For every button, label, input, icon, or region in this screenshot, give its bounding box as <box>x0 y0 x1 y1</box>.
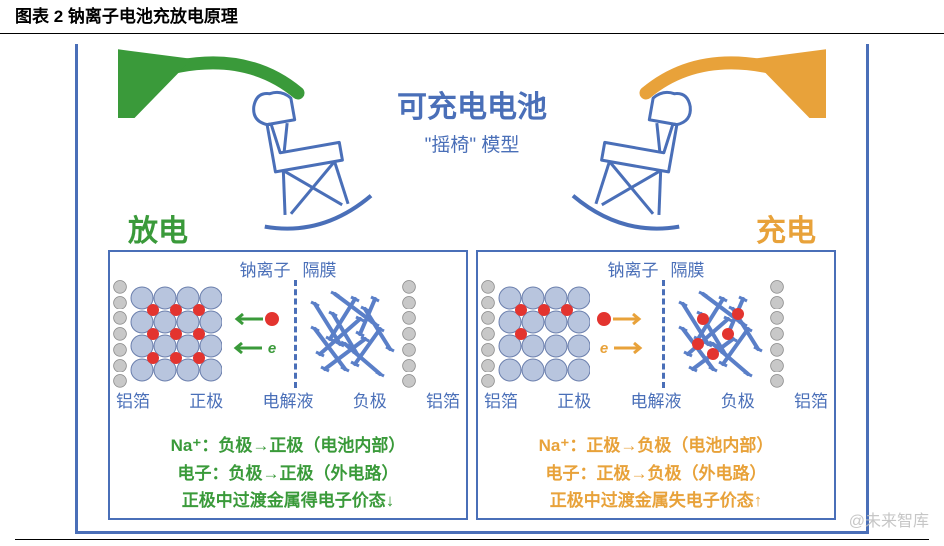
label-al1: 铝箔 <box>484 387 518 412</box>
separator-label: 隔膜 <box>303 256 337 281</box>
label-electrolyte: 电解液 <box>263 387 314 412</box>
anode-rods <box>305 280 397 388</box>
charge-label: 充电 <box>756 206 816 250</box>
rocking-chair-left-icon <box>233 70 383 240</box>
al-foil-left <box>114 280 126 388</box>
electron-flow-arrow: e <box>596 340 648 357</box>
label-al2: 铝箔 <box>426 387 460 412</box>
label-cathode: 正极 <box>189 387 223 412</box>
rocking-chair-right-icon <box>561 70 711 240</box>
ion-flow-arrow <box>229 312 279 326</box>
watermark: @未来智库 <box>849 507 929 531</box>
label-al1: 铝箔 <box>116 387 150 412</box>
na-ion-icon <box>597 312 611 326</box>
anode-rods <box>673 280 765 388</box>
figure-container: 可充电电池 "摇椅" 模型 放电 充电 钠离子 隔膜 e <box>75 44 869 534</box>
discharge-label: 放电 <box>128 206 188 250</box>
al-foil-left <box>482 280 494 388</box>
ion-label: 钠离子 <box>240 256 291 281</box>
al-foil-right <box>771 280 783 388</box>
separator-icon <box>662 280 665 388</box>
separator-label: 隔膜 <box>671 256 705 281</box>
ion-flow-arrow <box>597 312 647 326</box>
footer-rule <box>15 539 929 540</box>
label-electrolyte: 电解液 <box>631 387 682 412</box>
label-al2: 铝箔 <box>794 387 828 412</box>
ion-label: 钠离子 <box>608 256 659 281</box>
label-anode: 负极 <box>353 387 387 412</box>
cathode-grid <box>130 280 222 388</box>
title-line2: "摇椅" 模型 <box>397 130 547 157</box>
charge-description: Na⁺：正极→负极（电池内部） 电子：正极→负极（外电路） 正极中过渡金属失电子… <box>478 432 834 514</box>
charge-box: 钠离子 隔膜 e <box>476 250 836 520</box>
electron-label: e <box>268 340 276 357</box>
na-ion-icon <box>265 312 279 326</box>
discharge-description: Na⁺：负极→正极（电池内部） 电子：负极→正极（外电路） 正极中过渡金属得电子… <box>110 432 466 514</box>
main-title: 可充电电池 "摇椅" 模型 <box>397 82 547 157</box>
charge-schematic: e <box>482 280 830 388</box>
al-foil-right <box>403 280 415 388</box>
electron-flow-arrow: e <box>228 340 280 357</box>
electron-label: e <box>600 340 608 357</box>
separator-icon <box>294 280 297 388</box>
title-line1: 可充电电池 <box>397 82 547 126</box>
discharge-box: 钠离子 隔膜 e <box>108 250 468 520</box>
discharge-schematic: e <box>114 280 462 388</box>
figure-title: 图表 2 钠离子电池充放电原理 <box>0 0 944 34</box>
label-anode: 负极 <box>721 387 755 412</box>
label-cathode: 正极 <box>557 387 591 412</box>
cathode-grid <box>498 280 590 388</box>
